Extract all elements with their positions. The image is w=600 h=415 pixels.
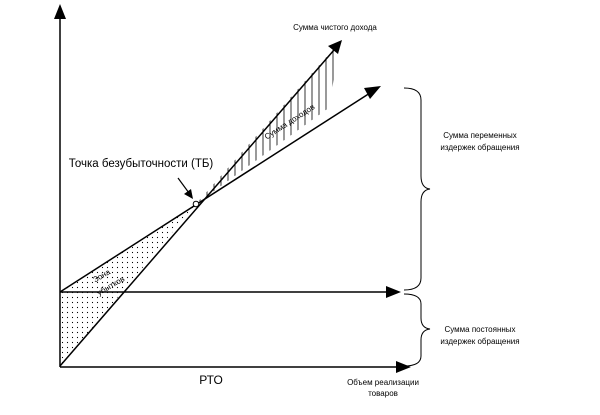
breakeven-pointer [177, 177, 190, 194]
fixed-costs-label-line1: Сумма постоянных [444, 325, 515, 334]
variable-costs-label-line1: Сумма переменных [443, 131, 517, 140]
fixed-costs-arrowhead [386, 286, 401, 298]
y-axis-arrowhead [54, 4, 66, 19]
pto-label: РТО [199, 373, 223, 387]
total-costs-line [59, 92, 371, 293]
revenue-arrowhead [328, 40, 342, 54]
x-axis-arrowhead [396, 361, 411, 373]
net-income-hatching [199, 44, 334, 204]
breakeven-point [192, 200, 200, 208]
total-costs-arrowhead [364, 86, 381, 99]
fixed-costs-label-line2: издержек обращения [440, 337, 519, 346]
breakeven-label: Точка безубыточности (ТБ) [69, 158, 214, 170]
net-income-label: Сумма чистого дохода [293, 23, 377, 32]
breakeven-pointer-arrowhead [184, 189, 193, 199]
x-axis-label-line1: Объем реализации [347, 378, 419, 387]
variable-costs-label-line2: издержек обращения [440, 143, 519, 152]
x-axis-label-line2: товаров [368, 389, 398, 398]
fixed-costs-brace [403, 293, 431, 367]
loss-zone-area [60, 204, 196, 366]
variable-costs-brace [403, 87, 431, 291]
revenue-line [59, 49, 335, 367]
